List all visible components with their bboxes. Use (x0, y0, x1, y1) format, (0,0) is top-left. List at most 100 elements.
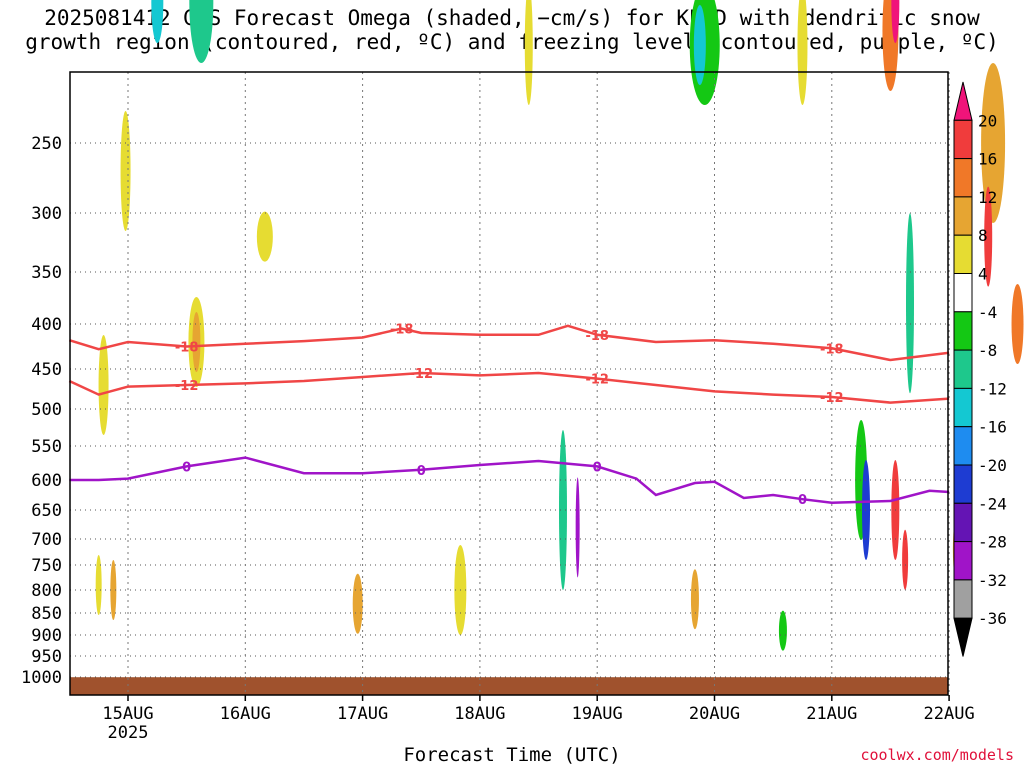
colorbar-swatch (953, 234, 973, 274)
colorbar-label: 12 (978, 188, 997, 207)
omega-patch (110, 560, 117, 620)
omega-patch (862, 460, 871, 560)
y-tick-label: 400 (31, 315, 62, 335)
y-tick-label: 900 (31, 626, 62, 646)
omega-patch (192, 312, 201, 372)
colorbar-swatch (953, 617, 973, 657)
omega-patch (690, 569, 699, 630)
contour-label: 0 (182, 460, 191, 475)
contour-0 (69, 456, 950, 505)
x-tick-label: 20AUG (689, 704, 740, 724)
colorbar-label: -32 (978, 571, 1007, 590)
contour-label: -18 (820, 342, 844, 357)
omega-patch (693, 5, 706, 85)
colorbar-label: -4 (978, 303, 997, 322)
colorbar-swatch (953, 349, 973, 389)
colorbar-label: 4 (978, 265, 988, 284)
colorbar-swatch (953, 426, 973, 466)
colorbar-label: -24 (978, 494, 1007, 513)
contour-label: -18 (585, 329, 609, 344)
omega-patch (906, 213, 914, 394)
colorbar-label: -16 (978, 418, 1007, 437)
colorbar-label: -12 (978, 379, 1007, 398)
x-tick-sublabel: 2025 (108, 723, 149, 743)
colorbar-label: -28 (978, 533, 1007, 552)
x-tick-label: 17AUG (337, 704, 388, 724)
colorbar-label: 16 (978, 150, 997, 169)
omega-patch (575, 477, 580, 578)
colorbar-label: -36 (978, 609, 1007, 628)
x-axis-label: Forecast Time (UTC) (403, 744, 621, 766)
omega-patch (902, 529, 909, 590)
colorbar-swatch (953, 502, 973, 543)
omega-patch (95, 555, 102, 615)
colorbar-swatch (953, 311, 973, 351)
colorbar-swatch (953, 119, 973, 160)
y-tick-label: 850 (31, 604, 62, 624)
colorbar-label: -20 (978, 456, 1007, 475)
omega-patch (189, 0, 214, 63)
y-tick-label: 600 (31, 471, 62, 491)
omega-patch (1011, 284, 1024, 364)
y-tick-label: 250 (31, 134, 62, 154)
x-tick-label: 21AUG (806, 704, 857, 724)
omega-patch (151, 0, 164, 43)
grid-lines (70, 72, 950, 695)
y-tick-label: 650 (31, 501, 62, 521)
y-tick-label: 700 (31, 530, 62, 550)
contour--18 (68, 324, 950, 362)
credit-link[interactable]: coolwx.com/models (860, 746, 1014, 764)
colorbar-swatch (953, 541, 973, 581)
colorbar-swatch (953, 464, 973, 504)
y-tick-label: 500 (31, 400, 62, 420)
colorbar-swatch (953, 81, 973, 121)
contour-label: 0 (417, 464, 426, 479)
contour-label: -12 (175, 379, 199, 394)
y-tick-label: 750 (31, 556, 62, 576)
temperature-contours: -18 -18 -18 -18 -12 -12 -12 -12 0 0 0 0 (68, 323, 950, 508)
colorbar-swatch (953, 196, 973, 236)
contour-label: -12 (410, 367, 434, 382)
y-axis: 2503003504004505005506006507007508008509… (21, 134, 62, 688)
colorbar-swatch (953, 158, 973, 198)
contour-label: -12 (820, 391, 844, 406)
omega-patch (256, 211, 273, 262)
y-tick-label: 450 (31, 360, 62, 380)
x-tick-label: 22AUG (924, 704, 975, 724)
omega-patch (120, 111, 131, 231)
contour-label: -18 (390, 323, 414, 338)
contour-label: -12 (585, 373, 609, 388)
contour-label: 0 (798, 493, 807, 508)
omega-patch (524, 0, 533, 105)
x-tick-label: 19AUG (572, 704, 623, 724)
plot-frame (69, 71, 949, 696)
contour-label: -18 (175, 341, 199, 356)
omega-patch (984, 186, 993, 287)
x-tick-label: 18AUG (454, 704, 505, 724)
x-tick-label: 16AUG (220, 704, 271, 724)
colorbar-swatch (953, 579, 973, 619)
colorbar-label: 20 (978, 111, 997, 130)
y-tick-label: 300 (31, 204, 62, 224)
x-tick-label: 15AUG (102, 704, 153, 724)
contour-label: 0 (593, 460, 602, 475)
omega-patch (558, 430, 567, 590)
x-axis: 15AUG 16AUG 17AUG 18AUG 19AUG 20AUG 21AUG 22AUG… (102, 695, 975, 743)
y-tick-label: 1000 (21, 668, 62, 688)
omega-patch (981, 63, 1006, 223)
omega-patch (778, 610, 787, 651)
omega-shading (70, 0, 1024, 695)
omega-patch (98, 335, 109, 435)
y-tick-label: 550 (31, 437, 62, 457)
y-tick-label: 350 (31, 263, 62, 283)
ground-surface (70, 677, 948, 695)
colorbar-swatch (953, 273, 973, 313)
colorbar-swatch (953, 387, 973, 428)
omega-patch (891, 0, 900, 43)
colorbar: 20 16 12 8 4 -4 -8 -12 -16 -20 -24 -28 -32 -36 (953, 81, 1007, 657)
colorbar-label: -8 (978, 341, 997, 360)
y-tick-label: 800 (31, 581, 62, 601)
y-tick-label: 950 (31, 647, 62, 667)
contour--12 (68, 371, 950, 404)
